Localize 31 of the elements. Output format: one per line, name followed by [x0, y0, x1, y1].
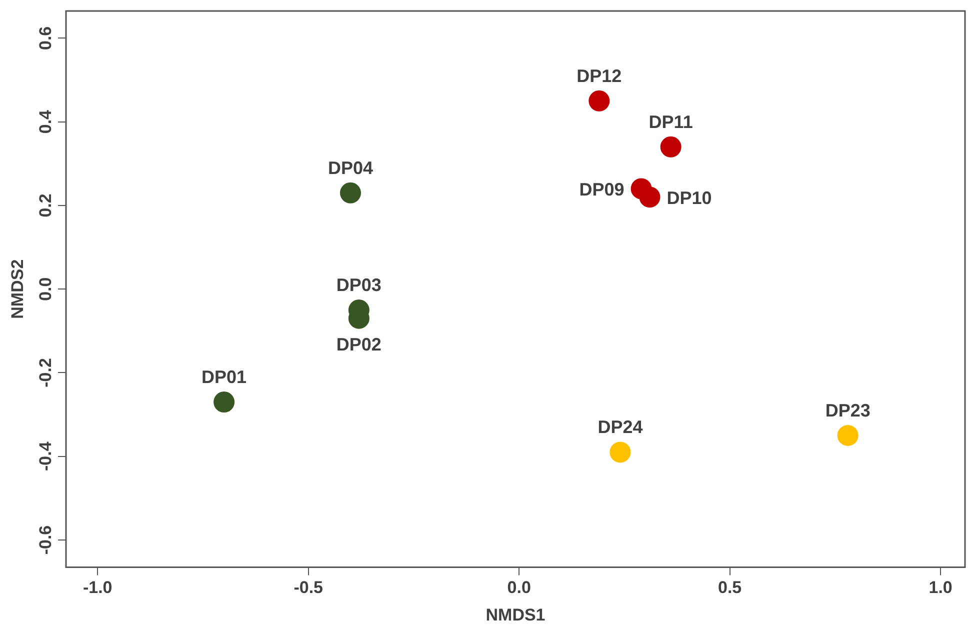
annotation: DP10: [666, 188, 712, 208]
x-tick-label: -1.0: [82, 578, 112, 598]
annotation: DP09: [579, 180, 624, 200]
point: [610, 442, 631, 463]
point: [837, 424, 858, 446]
point: [588, 90, 610, 112]
annotation: DP24: [598, 417, 643, 438]
y-axis-title: NMDS2: [8, 259, 27, 319]
annotation: DP04: [328, 158, 374, 178]
y-tick-label: 0.6: [36, 26, 56, 50]
annotation: DP03: [336, 274, 382, 295]
annotation: DP23: [825, 400, 870, 420]
annotation: DP12: [576, 66, 622, 86]
annotation: DP01: [202, 366, 247, 387]
y-tick-label: -0.4: [36, 441, 56, 472]
y-tick-label: 0.4: [36, 109, 56, 134]
point: [639, 186, 660, 208]
x-tick-label: 0.5: [718, 578, 742, 598]
y-tick-label: 0.0: [36, 277, 56, 301]
point: [214, 392, 235, 413]
point: [340, 182, 361, 204]
x-tick-label: 0.0: [507, 578, 531, 598]
x-tick-label: 1.0: [928, 578, 952, 598]
annotation: DP02: [336, 334, 382, 354]
x-tick-label: -0.5: [294, 578, 323, 598]
y-tick-label: -0.6: [36, 525, 56, 555]
annotation: DP11: [648, 112, 693, 132]
y-tick-label: -0.2: [36, 358, 56, 388]
y-tick-label: 0.2: [36, 194, 56, 218]
x-axis-title: NMDS1: [486, 605, 546, 624]
point: [660, 136, 682, 158]
